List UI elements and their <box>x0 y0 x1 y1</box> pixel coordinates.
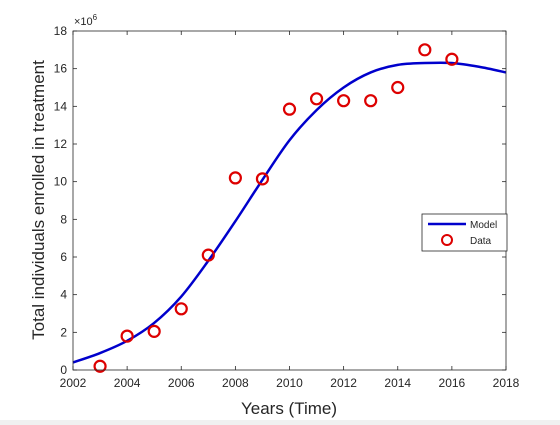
y-tick-label: 2 <box>60 325 67 339</box>
ticks-layer: 2002 2004 2006 2008 2010 2012 2014 2016 2018 0 2 4 6… <box>54 24 520 390</box>
data-point <box>228 171 242 185</box>
x-tick-label: 2010 <box>276 376 303 390</box>
y-tick-label: 14 <box>54 99 68 113</box>
model-curve <box>72 61 507 364</box>
data-point <box>364 94 378 108</box>
legend-data-marker <box>441 234 453 246</box>
data-point <box>418 43 432 57</box>
legend-box <box>421 213 508 252</box>
series-layer <box>72 43 507 373</box>
data-point <box>201 248 215 262</box>
y-tick-label: 12 <box>54 137 68 151</box>
y-tick-label: 18 <box>54 24 68 38</box>
y-tick-label: 4 <box>60 288 67 302</box>
data-point <box>391 80 405 95</box>
data-point <box>120 329 134 343</box>
legend-data-label: Data <box>470 236 492 247</box>
data-point <box>147 324 161 338</box>
x-tick-label: 2008 <box>222 376 249 390</box>
data-point <box>445 52 459 66</box>
y-tick-label: 16 <box>54 62 68 76</box>
x-tick-label: 2012 <box>330 376 357 390</box>
axes-background <box>73 31 506 370</box>
data-point <box>255 172 270 186</box>
y-tick-label: 6 <box>60 250 67 264</box>
y-axis-label: Total individuals enrolled in treatment <box>29 60 48 340</box>
y-tick-label: 8 <box>60 212 67 226</box>
x-tick-label: 2004 <box>114 376 141 390</box>
y-exponent-base: ×10 <box>74 16 93 28</box>
y-exponent-power: 6 <box>93 13 98 22</box>
x-tick-label: 2002 <box>60 376 87 390</box>
legend-model-label: Model <box>470 220 497 231</box>
legend: Model Data <box>421 213 508 252</box>
y-tick-label: 0 <box>60 363 67 377</box>
x-tick-label: 2018 <box>493 376 520 390</box>
y-exponent-label: ×106 <box>74 13 98 28</box>
x-tick-label: 2016 <box>439 376 466 390</box>
data-point <box>174 302 188 316</box>
y-tick-label: 10 <box>54 175 68 189</box>
data-point <box>282 102 297 116</box>
data-point <box>309 92 324 106</box>
data-point <box>337 94 351 108</box>
data-point <box>93 359 107 373</box>
x-tick-label: 2006 <box>168 376 195 390</box>
x-tick-label: 2014 <box>384 376 411 390</box>
axes-box <box>72 30 507 371</box>
x-axis-label: Years (Time) <box>241 399 337 418</box>
